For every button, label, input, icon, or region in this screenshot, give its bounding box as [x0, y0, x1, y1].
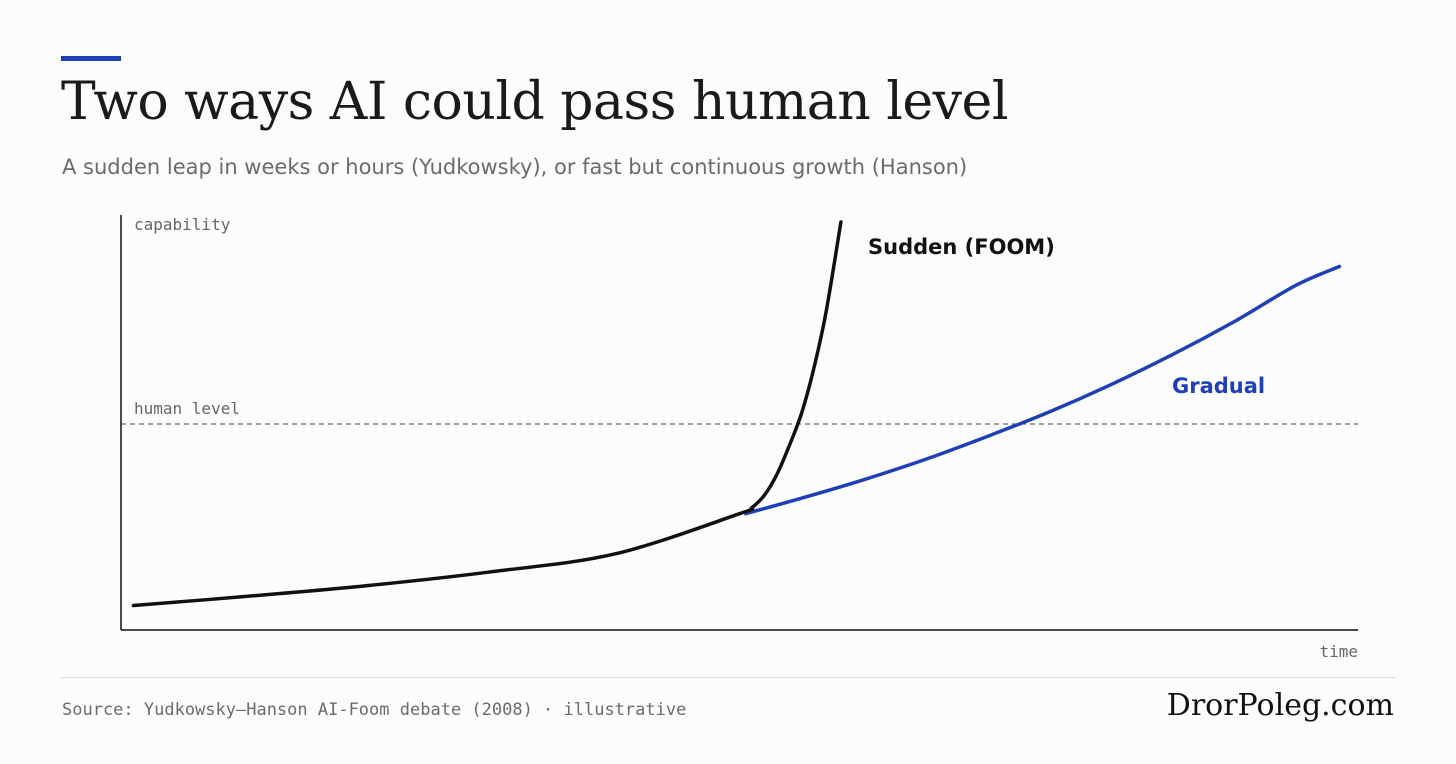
- series-line-gradual: [743, 264, 1342, 516]
- chart-title: Two ways AI could pass human level: [61, 72, 1008, 132]
- x-axis-label: time: [1319, 642, 1358, 661]
- chart-subtitle: A sudden leap in weeks or hours (Yudkows…: [62, 155, 968, 179]
- y-axis-label: capability: [134, 215, 231, 234]
- source-note: Source: Yudkowsky–Hanson AI-Foom debate …: [62, 700, 687, 720]
- series-line-sudden: [131, 220, 843, 608]
- footer-divider: [61, 677, 1396, 678]
- brand-logo: DrorPoleg.com: [1166, 688, 1394, 723]
- accent-bar: [61, 56, 121, 61]
- series-label-sudden: Sudden (FOOM): [868, 235, 1055, 259]
- series-label-gradual: Gradual: [1172, 374, 1265, 398]
- human-level-label: human level: [134, 399, 240, 418]
- series-group: [131, 220, 1342, 608]
